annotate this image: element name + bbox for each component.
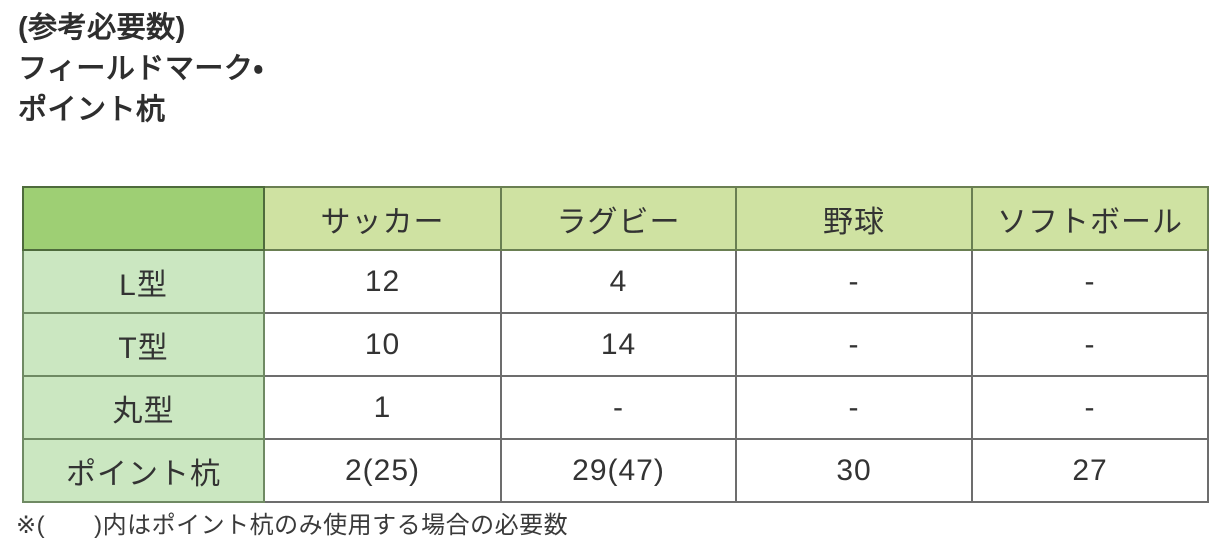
row-header-l-type: L型 xyxy=(22,249,265,314)
row-header-round-type: 丸型 xyxy=(22,375,265,440)
cell-point-stake-rugby: 29(47) xyxy=(500,438,737,503)
page-title-line-3: ポイント杭 xyxy=(18,94,166,126)
table-row: ポイント杭 2(25) 29(47) 30 27 xyxy=(22,438,1209,503)
page-title: (参考必要数) フィールドマーク・ ポイント杭 xyxy=(18,8,618,131)
cell-t-type-softball: - xyxy=(971,312,1209,377)
table-header-row: サッカー ラグビー 野球 ソフトボール xyxy=(22,186,1209,251)
cell-round-type-baseball: - xyxy=(735,375,973,440)
cell-l-type-softball: - xyxy=(971,249,1209,314)
table-row: 丸型 1 - - - xyxy=(22,375,1209,440)
cell-round-type-rugby: - xyxy=(500,375,737,440)
cell-point-stake-soccer: 2(25) xyxy=(263,438,502,503)
column-header-softball: ソフトボール xyxy=(971,186,1209,251)
requirements-table: サッカー ラグビー 野球 ソフトボール L型 12 4 - - T型 10 14… xyxy=(22,186,1209,503)
table-row: L型 12 4 - - xyxy=(22,249,1209,314)
cell-round-type-softball: - xyxy=(971,375,1209,440)
column-header-rugby: ラグビー xyxy=(500,186,737,251)
cell-round-type-soccer: 1 xyxy=(263,375,502,440)
page-title-line-1: (参考必要数) xyxy=(18,12,186,44)
table-footnote: ※( )内はポイント杭のみ使用する場合の必要数 xyxy=(16,512,569,539)
column-header-soccer: サッカー xyxy=(263,186,502,251)
cell-l-type-soccer: 12 xyxy=(263,249,502,314)
row-header-point-stake: ポイント杭 xyxy=(22,438,265,503)
cell-l-type-baseball: - xyxy=(735,249,973,314)
row-header-t-type: T型 xyxy=(22,312,265,377)
cell-t-type-baseball: - xyxy=(735,312,973,377)
column-header-baseball: 野球 xyxy=(735,186,973,251)
cell-t-type-soccer: 10 xyxy=(263,312,502,377)
cell-l-type-rugby: 4 xyxy=(500,249,737,314)
table-corner-cell xyxy=(22,186,265,251)
page-title-line-2: フィールドマーク・ xyxy=(18,53,264,85)
cell-point-stake-softball: 27 xyxy=(971,438,1209,503)
table-row: T型 10 14 - - xyxy=(22,312,1209,377)
cell-t-type-rugby: 14 xyxy=(500,312,737,377)
cell-point-stake-baseball: 30 xyxy=(735,438,973,503)
